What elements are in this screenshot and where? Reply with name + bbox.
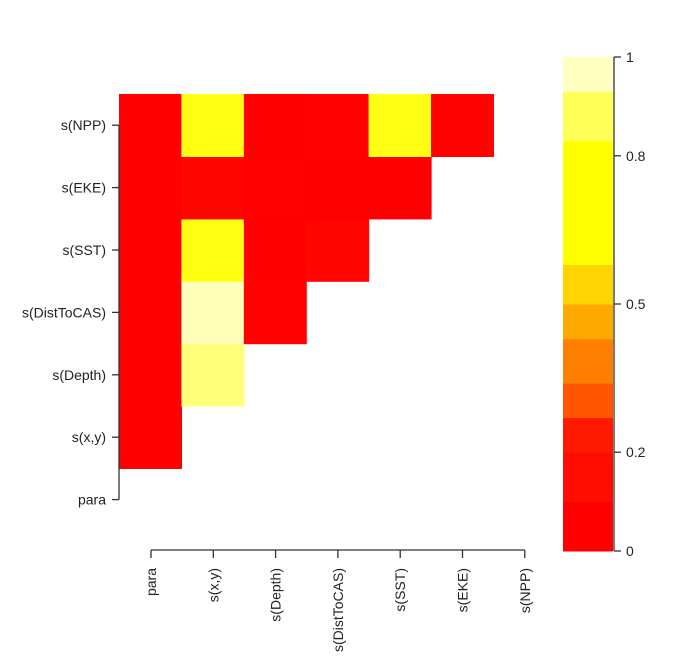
heatmap-cell [368, 94, 432, 157]
heatmap-cell [119, 281, 182, 345]
colorbar-band [563, 452, 613, 503]
colorbar-tick-label: 0.8 [626, 148, 646, 164]
colorbar-tick-label: 0 [626, 543, 634, 559]
y-tick-label: s(Depth) [52, 367, 106, 383]
x-tick-label: s(NPP) [517, 568, 533, 613]
colorbar-band [563, 501, 613, 552]
heatmap-cell [306, 218, 370, 282]
colorbar-band [563, 195, 613, 265]
colorbar-band [563, 417, 613, 453]
heatmap-cell [119, 406, 182, 469]
y-tick-label: s(x,y) [72, 429, 106, 445]
heatmap-cell [119, 218, 182, 282]
heatmap-cell [119, 156, 182, 220]
y-tick-label: para [78, 492, 106, 508]
y-axis: para s(x,y) s(Depth) s(DistToCAS) s(SST) s(EK… [22, 117, 120, 508]
y-tick-label: s(NPP) [61, 117, 106, 133]
x-tick-label: para [143, 568, 159, 596]
colorbar-band [563, 91, 613, 142]
colorbar-tick-label: 0.2 [626, 444, 646, 460]
colorbar-band [563, 264, 613, 305]
x-tick-label: s(x,y) [205, 568, 221, 602]
heatmap-cell [243, 281, 307, 345]
x-tick-label: s(EKE) [455, 568, 471, 612]
heatmap-cell [181, 218, 245, 282]
y-tick-label: s(DistToCAS) [22, 304, 106, 320]
heatmap-cell [119, 94, 182, 157]
heatmap-cell [368, 156, 432, 220]
heatmap-cell [181, 156, 245, 220]
heatmap-cell [181, 281, 245, 345]
x-tick-label: s(SST) [392, 568, 408, 612]
y-tick-label: s(EKE) [62, 180, 106, 196]
x-tick-label: s(DistToCAS) [330, 568, 346, 652]
heatmap-cell [181, 94, 245, 157]
colorbar-band [563, 338, 613, 384]
heatmap-cell [306, 156, 370, 220]
heatmap-cell [431, 94, 494, 157]
colorbar-band [563, 383, 613, 419]
heatmap-cell [181, 343, 245, 407]
x-tick-label: s(Depth) [268, 568, 284, 622]
heatmap-cells [119, 94, 494, 469]
heatmap-cell [243, 156, 307, 220]
colorbar-band [563, 57, 613, 93]
colorbar: 0 0.2 0.5 0.8 1 [563, 49, 646, 559]
colorbar-band [563, 304, 613, 340]
colorbar-band [563, 141, 613, 196]
x-axis: para s(x,y) s(Depth) s(DistToCAS) s(SST) s(EK… [143, 549, 533, 652]
heatmap-cell [306, 94, 370, 157]
heatmap-cell [119, 343, 182, 407]
colorbar-tick-label: 0.5 [626, 296, 646, 312]
y-tick-label: s(SST) [62, 242, 106, 258]
colorbar-tick-label: 1 [626, 49, 634, 65]
heatmap-cell [243, 94, 307, 157]
heatmap-cell [243, 218, 307, 282]
